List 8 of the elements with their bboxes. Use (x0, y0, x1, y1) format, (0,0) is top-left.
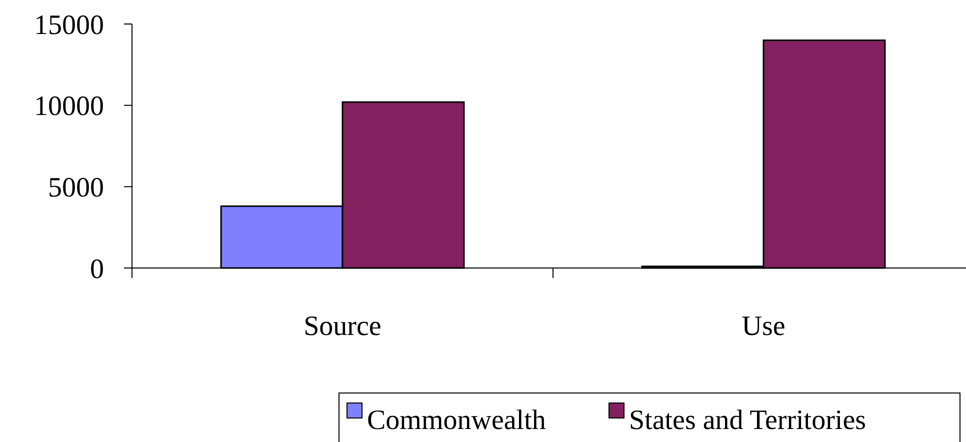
legend-label: States and Territories (629, 405, 866, 436)
x-tick-label: Use (742, 311, 786, 342)
x-tick-label: Source (304, 311, 382, 342)
y-tick-label: 5000 (48, 172, 104, 204)
legend-label: Commonwealth (367, 405, 546, 436)
y-tick-label: 15000 (34, 10, 104, 41)
y-tick-label: 0 (90, 254, 104, 285)
y-tick-label: 10000 (34, 91, 104, 122)
